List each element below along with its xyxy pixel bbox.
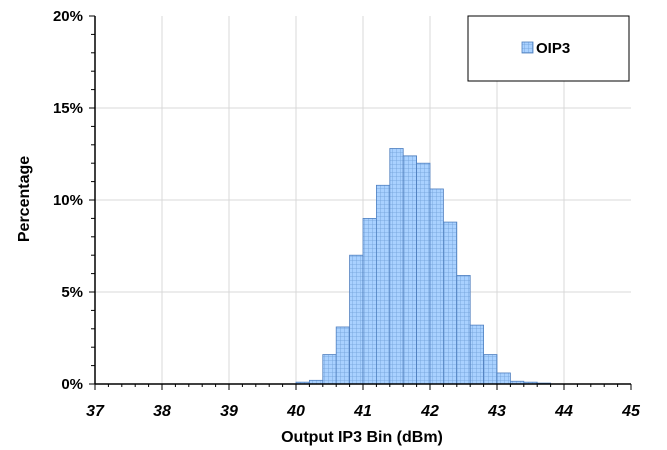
bar-42.4 xyxy=(456,275,471,385)
grid-lines xyxy=(95,16,631,384)
legend-label: OIP3 xyxy=(536,40,570,57)
bar-41.2 xyxy=(375,184,391,385)
x-tick-label: 38 xyxy=(153,403,171,420)
bar-41.8 xyxy=(416,162,431,385)
x-tick-label: 43 xyxy=(487,403,506,420)
x-tick-label: 40 xyxy=(286,403,305,420)
tick-labels: 0% 5% 10% 15% 20% 37 38 39 40 41 42 43 44 45 xyxy=(53,8,641,420)
y-axis-title: Percentage xyxy=(16,156,33,242)
bar-43.0 xyxy=(496,372,511,385)
legend-swatch xyxy=(521,41,534,54)
y-tick-label: 5% xyxy=(61,284,83,301)
bar-40.6 xyxy=(335,326,351,385)
bar-42.8 xyxy=(483,354,498,385)
x-tick-label: 42 xyxy=(420,403,439,420)
bars xyxy=(295,148,552,385)
bar-42.2 xyxy=(442,221,458,385)
axes xyxy=(89,15,632,390)
y-tick-label: 10% xyxy=(53,192,83,209)
bar-40.8 xyxy=(349,254,364,385)
x-tick-label: 45 xyxy=(621,403,641,420)
bar-41.4 xyxy=(389,148,404,385)
bar-42.0 xyxy=(429,188,444,385)
y-tick-label: 15% xyxy=(53,100,83,117)
x-axis-title: Output IP3 Bin (dBm) xyxy=(281,429,443,446)
legend: OIP3 xyxy=(467,15,630,82)
bar-41.0 xyxy=(362,217,377,385)
bar-40.4 xyxy=(322,354,337,385)
x-tick-label: 41 xyxy=(353,403,372,420)
y-tick-label: 20% xyxy=(53,8,83,25)
x-tick-label: 37 xyxy=(86,403,105,420)
legend-box xyxy=(467,15,630,82)
bar-42.6 xyxy=(469,324,485,385)
y-tick-label: 0% xyxy=(61,376,83,393)
bar-41.6 xyxy=(402,155,418,385)
x-tick-label: 39 xyxy=(220,403,238,420)
x-tick-label: 44 xyxy=(554,403,573,420)
